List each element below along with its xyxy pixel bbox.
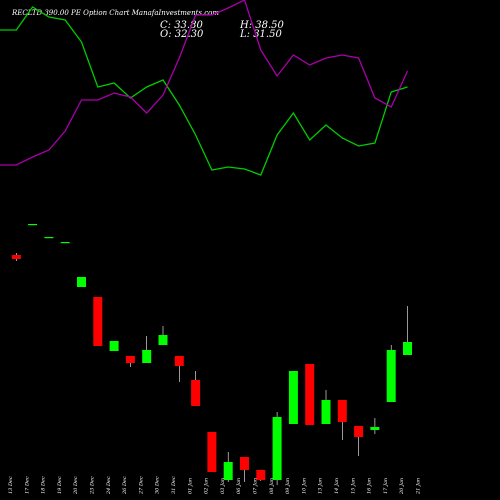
- candle-body: [386, 350, 396, 402]
- candle-body: [240, 457, 249, 470]
- x-tick-label: 01 Jan: [187, 478, 193, 494]
- candle-body: [256, 470, 266, 480]
- x-tick-label: 09 Jan: [285, 478, 291, 494]
- x-tick-label: 03 Jan: [220, 478, 226, 494]
- x-tick-label: 13 Jan: [318, 478, 324, 494]
- candle-body: [158, 335, 168, 345]
- open-value: O: 32.30: [160, 29, 204, 40]
- candle-body: [223, 462, 233, 480]
- x-tick-label: 24 Dec: [106, 476, 112, 495]
- low-value: L: 31.50: [239, 29, 282, 40]
- candle-body: [191, 380, 201, 406]
- candle-body: [109, 341, 119, 351]
- x-tick-label: 06 Jan: [236, 478, 242, 494]
- x-tick-label: 20 Dec: [73, 476, 79, 495]
- candle-body: [337, 400, 347, 422]
- candle-body: [28, 224, 38, 226]
- candle-body: [11, 255, 21, 259]
- candle-body: [174, 356, 184, 366]
- x-tick-label: 26 Dec: [122, 476, 128, 495]
- candle-body: [60, 242, 70, 244]
- candle-body: [207, 432, 217, 472]
- x-tick-label: 10 Jan: [301, 478, 307, 494]
- candle-body: [288, 371, 298, 424]
- candle-body: [354, 426, 364, 437]
- candle-body: [403, 342, 412, 355]
- candle-body: [125, 356, 135, 363]
- x-tick-label: 19 Dec: [57, 476, 63, 494]
- x-tick-label: 27 Dec: [138, 476, 144, 495]
- x-tick-label: 16 Jan: [367, 478, 373, 494]
- x-tick-label: 21 Jan: [416, 478, 422, 495]
- candle-body: [305, 364, 315, 425]
- candle-body: [93, 297, 103, 346]
- x-tick-label: 07 Jan: [253, 478, 259, 494]
- candle-body: [272, 417, 282, 480]
- magenta-indicator-line: [0, 0, 409, 166]
- candle-body: [44, 237, 54, 239]
- x-tick-label: 18 Dec: [41, 476, 47, 494]
- candles: [11, 224, 412, 485]
- candle-body: [370, 427, 380, 430]
- x-axis-ticks: 13 Dec 17 Dec 18 Dec 19 Dec 20 Dec 23 Dec 24 D…: [8, 476, 422, 495]
- x-tick-label: 13 Dec: [8, 476, 14, 494]
- x-tick-label: 31 Dec: [171, 476, 177, 494]
- x-tick-label: 08 Jan: [269, 478, 275, 494]
- high-value: H: 38.50: [239, 20, 285, 31]
- candle-body: [321, 400, 331, 424]
- close-value: C: 33.80: [160, 20, 203, 31]
- x-tick-label: 30 Dec: [155, 476, 161, 494]
- x-tick-label: 02 Jan: [204, 478, 210, 494]
- x-tick-label: 23 Dec: [90, 476, 96, 495]
- x-tick-label: 20 Jan: [399, 478, 405, 495]
- candle-body: [77, 277, 86, 287]
- green-indicator-line: [0, 6, 408, 176]
- chart-title: RECLTD 390.00 PE Option Chart ManafaInve…: [11, 9, 219, 17]
- x-tick-label: 17 Dec: [24, 476, 30, 494]
- x-tick-label: 17 Jan: [383, 478, 389, 494]
- indicator-lines: [0, 0, 409, 176]
- x-tick-label: 14 Jan: [334, 478, 340, 494]
- candle-body: [142, 350, 152, 363]
- x-tick-label: 15 Jan: [350, 478, 356, 494]
